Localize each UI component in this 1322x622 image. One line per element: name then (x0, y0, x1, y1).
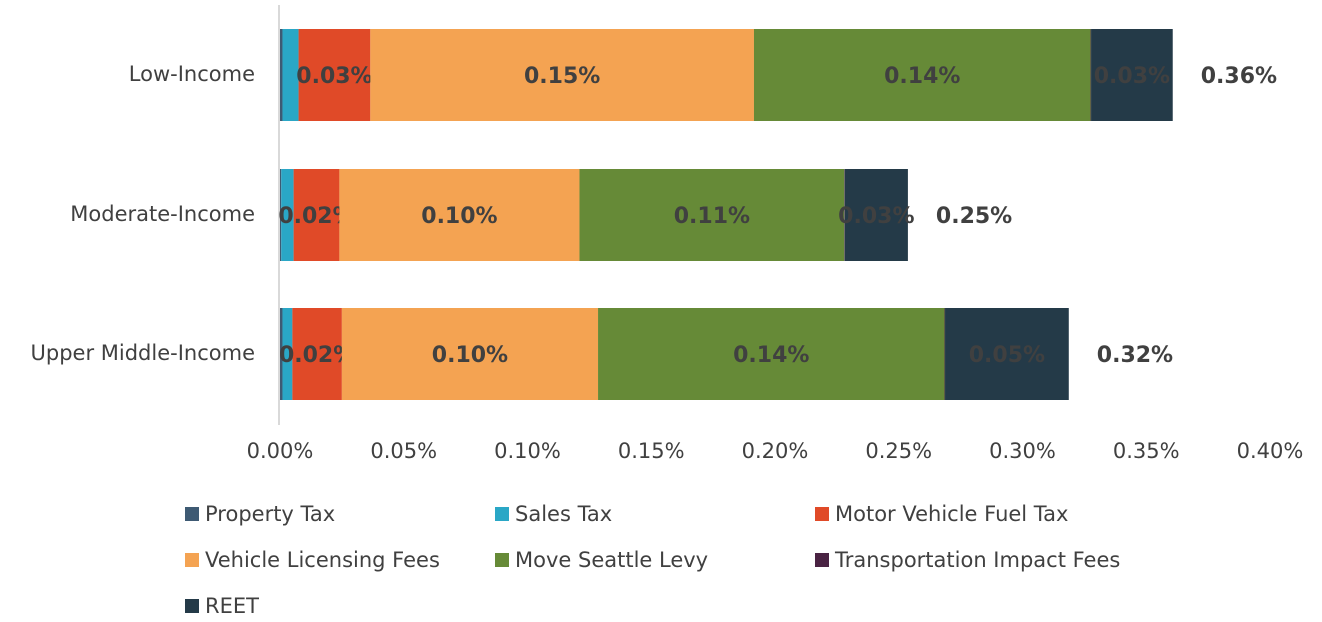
legend-swatch (185, 553, 199, 567)
bar-segment (292, 308, 342, 400)
bar-segment (370, 29, 754, 121)
bar-segment (280, 308, 283, 400)
bar-segment (293, 169, 340, 261)
bar-segment (280, 29, 283, 121)
data-label: 0.03% (1094, 64, 1170, 89)
bar-segment (281, 169, 294, 261)
legend-swatch (815, 507, 829, 521)
data-label: 0.10% (421, 204, 497, 229)
data-label: 0.03% (296, 64, 372, 89)
x-tick-label: 0.00% (247, 439, 314, 463)
data-label: 0.05% (969, 343, 1045, 368)
legend-swatch (185, 599, 199, 613)
data-label: 0.14% (733, 343, 809, 368)
bar-segment (298, 29, 371, 121)
legend-swatch (495, 507, 509, 521)
legend-swatch (185, 507, 199, 521)
data-label: 0.14% (884, 64, 960, 89)
legend-label: Move Seattle Levy (515, 548, 708, 572)
legend-label: Sales Tax (515, 502, 612, 526)
bar-segment (945, 308, 1069, 400)
data-label: 0.11% (674, 204, 750, 229)
bar-segment (282, 29, 299, 121)
legend-label: Motor Vehicle Fuel Tax (835, 502, 1068, 526)
bar-segment (280, 169, 282, 261)
legend-label: REET (205, 594, 259, 618)
total-label: 0.36% (1201, 64, 1277, 89)
total-label: 0.25% (936, 204, 1012, 229)
x-tick-label: 0.25% (865, 439, 932, 463)
bar-segment (339, 169, 580, 261)
bar-segment (753, 29, 1091, 121)
bar-segment (844, 169, 908, 261)
y-tick-label: Moderate-Income (70, 202, 255, 226)
legend-label: Vehicle Licensing Fees (205, 548, 440, 572)
bar-segment (282, 308, 293, 400)
data-label: 0.03% (838, 204, 914, 229)
y-tick-label: Low-Income (129, 62, 255, 86)
data-label: 0.10% (432, 343, 508, 368)
legend-label: Property Tax (205, 502, 335, 526)
x-tick-label: 0.30% (989, 439, 1056, 463)
legend-swatch (815, 553, 829, 567)
y-tick-label: Upper Middle-Income (31, 341, 255, 365)
x-tick-label: 0.40% (1237, 439, 1304, 463)
x-tick-label: 0.20% (742, 439, 809, 463)
bar-segment (579, 169, 845, 261)
bar-segment (598, 308, 945, 400)
x-tick-label: 0.15% (618, 439, 685, 463)
data-label: 0.15% (524, 64, 600, 89)
x-tick-label: 0.35% (1113, 439, 1180, 463)
total-label: 0.32% (1097, 343, 1173, 368)
x-tick-label: 0.05% (370, 439, 437, 463)
bar-segment (341, 308, 599, 400)
bar-segment (1091, 29, 1173, 121)
legend-swatch (495, 553, 509, 567)
legend-label: Transportation Impact Fees (834, 548, 1120, 572)
x-tick-label: 0.10% (494, 439, 561, 463)
